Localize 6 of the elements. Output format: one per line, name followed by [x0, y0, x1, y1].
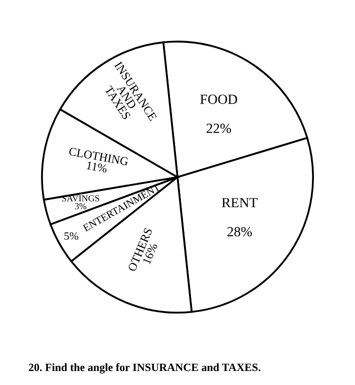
data-label: 22%	[206, 124, 232, 134]
data-label: 5%	[64, 232, 78, 240]
slice-label: FOOD	[200, 94, 238, 104]
data-label: 28%	[227, 226, 252, 236]
slice-label: RENT	[222, 198, 258, 208]
text: 20. Find the angle for INSURANCE and TAXES.	[28, 363, 260, 374]
